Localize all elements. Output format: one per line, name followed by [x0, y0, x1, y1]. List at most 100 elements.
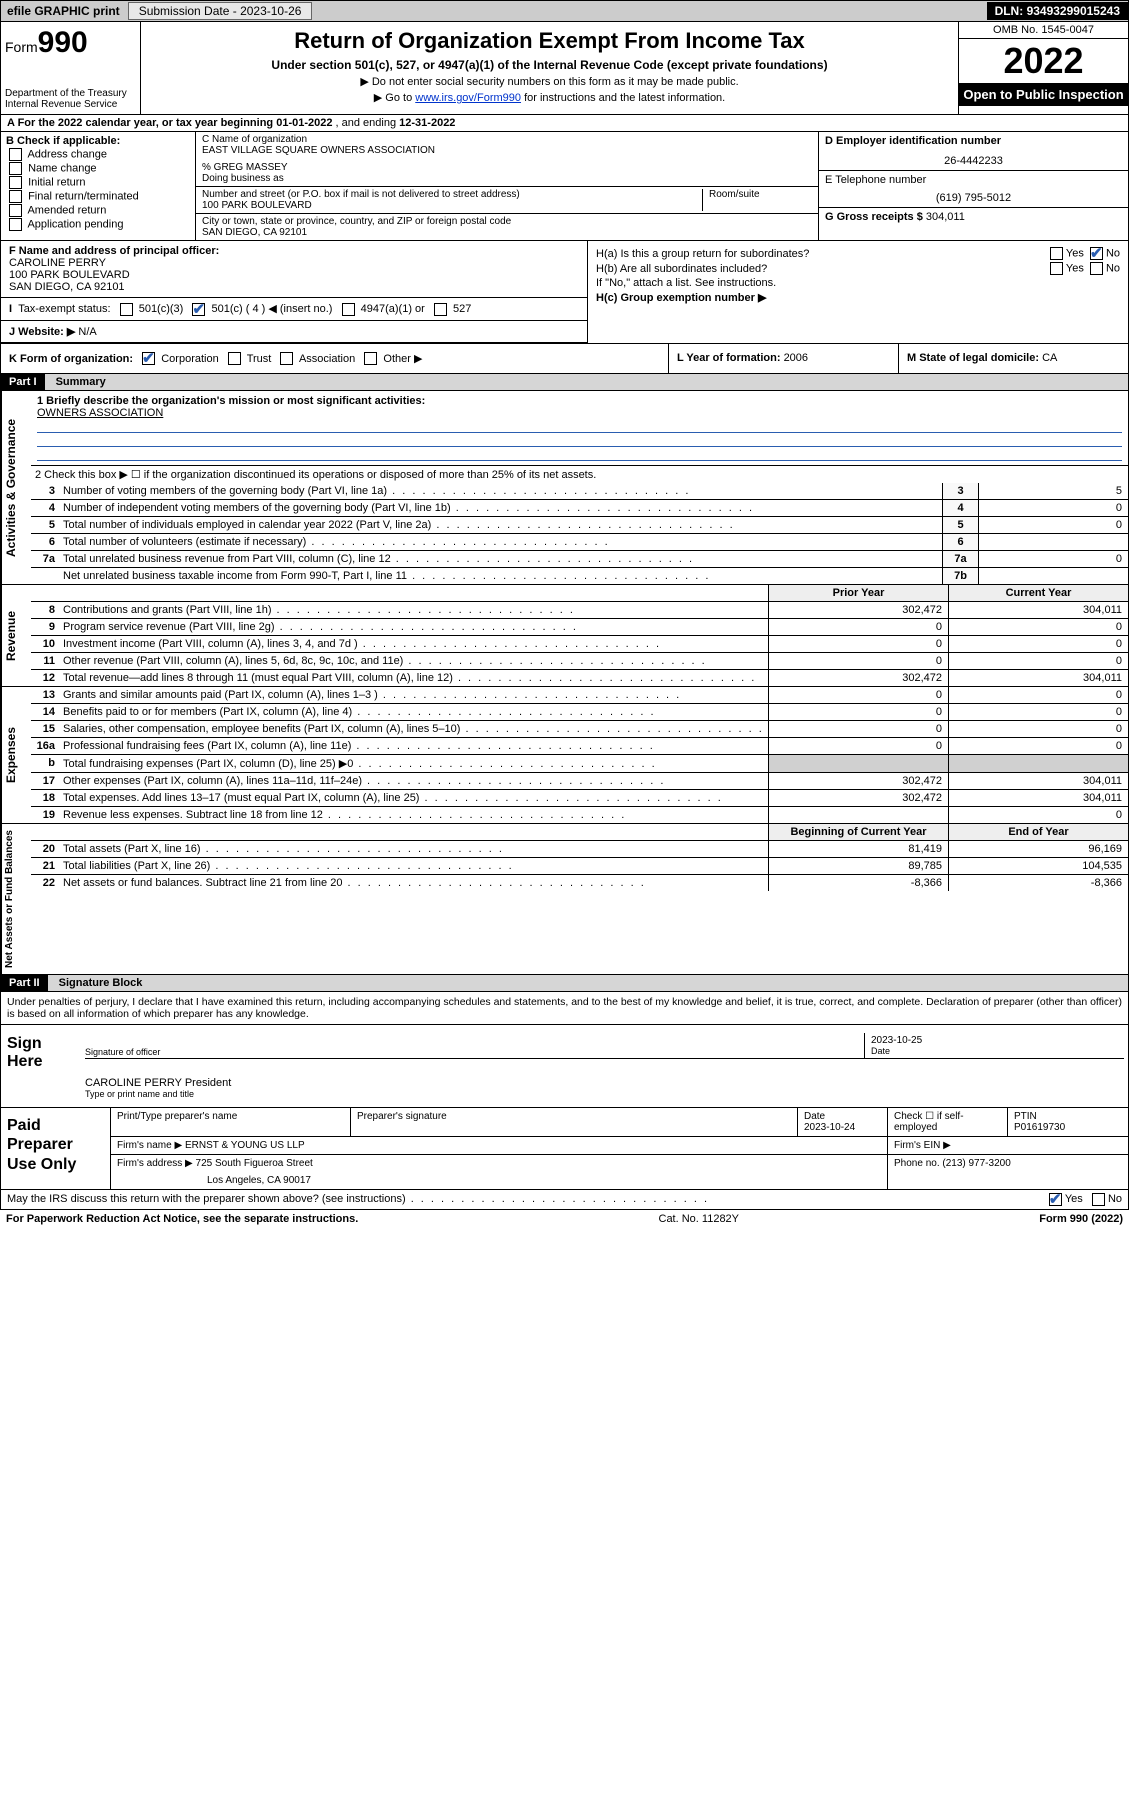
firm-phone: Phone no. (213) 977-3200 — [888, 1155, 1128, 1189]
gov-line-7a: 7aTotal unrelated business revenue from … — [31, 551, 1128, 568]
row-a-tax-year: A For the 2022 calendar year, or tax yea… — [0, 115, 1129, 132]
line-22: 22Net assets or fund balances. Subtract … — [31, 875, 1128, 891]
part2-label: Part II — [1, 975, 48, 991]
room-label: Room/suite — [702, 189, 812, 211]
chk-trust[interactable] — [228, 352, 241, 365]
net-header: Beginning of Current Year End of Year — [31, 824, 1128, 841]
sign-here-label: Sign Here — [1, 1025, 81, 1107]
rows-fijk-h: F Name and address of principal officer:… — [0, 241, 1129, 344]
care-of: % GREG MASSEY — [202, 162, 812, 173]
cat-no: Cat. No. 11282Y — [358, 1213, 1039, 1225]
gov-line-5: 5Total number of individuals employed in… — [31, 517, 1128, 534]
city-label: City or town, state or province, country… — [202, 216, 812, 227]
header-right: OMB No. 1545-0047 2022 Open to Public In… — [958, 22, 1128, 114]
tab-expenses: Expenses — [1, 687, 31, 823]
line1-mission: 1 Briefly describe the organization's mi… — [31, 391, 1128, 466]
org-name: EAST VILLAGE SQUARE OWNERS ASSOCIATION — [202, 145, 812, 156]
dept-treasury: Department of the Treasury Internal Reve… — [5, 88, 136, 110]
ha-label: H(a) Is this a group return for subordin… — [596, 248, 1047, 260]
col-b-check-applicable: B Check if applicable: Address change Na… — [1, 132, 196, 240]
chk-assoc[interactable] — [280, 352, 293, 365]
section-expenses: Expenses 13Grants and similar amounts pa… — [0, 687, 1129, 824]
group-return-block: H(a) Is this a group return for subordin… — [588, 241, 1128, 343]
chk-other[interactable] — [364, 352, 377, 365]
note-ssn: ▶ Do not enter social security numbers o… — [147, 75, 952, 88]
tax-exempt-status: I Tax-exempt status: 501(c)(3) 501(c) ( … — [1, 298, 587, 321]
paid-preparer-block: Paid Preparer Use Only Print/Type prepar… — [1, 1108, 1128, 1189]
line-10: 10Investment income (Part VIII, column (… — [31, 636, 1128, 653]
discuss-no[interactable] — [1092, 1193, 1105, 1206]
chk-address-change[interactable]: Address change — [6, 148, 190, 161]
note-goto: ▶ Go to www.irs.gov/Form990 for instruct… — [147, 91, 952, 104]
paid-preparer-label: Paid Preparer Use Only — [1, 1108, 111, 1189]
org-name-label: C Name of organization — [202, 134, 812, 145]
col-c-org-info: C Name of organization EAST VILLAGE SQUA… — [196, 132, 818, 240]
chk-corp[interactable] — [142, 352, 155, 365]
principal-officer: F Name and address of principal officer:… — [1, 241, 587, 298]
ein-block: D Employer identification number 26-4442… — [819, 132, 1128, 171]
section-revenue: Revenue Prior Year Current Year 8Contrib… — [0, 585, 1129, 687]
row-klm: K Form of organization: Corporation Trus… — [0, 344, 1129, 375]
form-header: Form990 Department of the Treasury Inter… — [0, 22, 1129, 115]
line2-discontinued: 2 Check this box ▶ ☐ if the organization… — [31, 466, 1128, 483]
penalty-statement: Under penalties of perjury, I declare th… — [1, 992, 1128, 1025]
form-subtitle: Under section 501(c), 527, or 4947(a)(1)… — [147, 58, 952, 72]
phone-value: (619) 795-5012 — [825, 192, 1122, 204]
chk-4947[interactable] — [342, 303, 355, 316]
chk-amended-return[interactable]: Amended return — [6, 204, 190, 217]
chk-initial-return[interactable]: Initial return — [6, 176, 190, 189]
line-15: 15Salaries, other compensation, employee… — [31, 721, 1128, 738]
header-title-block: Return of Organization Exempt From Incom… — [141, 22, 958, 114]
tab-governance: Activities & Governance — [1, 391, 31, 584]
hb-label: H(b) Are all subordinates included? — [596, 263, 1047, 275]
discuss-row: May the IRS discuss this return with the… — [0, 1190, 1129, 1210]
chk-501c[interactable] — [192, 303, 205, 316]
tax-year: 2022 — [959, 39, 1128, 83]
efile-label: efile GRAPHIC print — [1, 4, 126, 18]
ha-no[interactable] — [1090, 247, 1103, 260]
chk-application-pending[interactable]: Application pending — [6, 218, 190, 231]
sig-officer-line[interactable]: Signature of officer — [85, 1033, 864, 1058]
line-19: 19Revenue less expenses. Subtract line 1… — [31, 807, 1128, 823]
sign-here-row: Sign Here Signature of officer 2023-10-2… — [1, 1025, 1128, 1108]
line-21: 21Total liabilities (Part X, line 26)89,… — [31, 858, 1128, 875]
chk-527[interactable] — [434, 303, 447, 316]
gov-line-3: 3Number of voting members of the governi… — [31, 483, 1128, 500]
header-left: Form990 Department of the Treasury Inter… — [1, 22, 141, 114]
submission-date-btn[interactable]: Submission Date - 2023-10-26 — [128, 2, 313, 20]
header-info-grid: B Check if applicable: Address change Na… — [0, 132, 1129, 241]
year-formation: L Year of formation: 2006 — [668, 344, 898, 374]
chk-final-return[interactable]: Final return/terminated — [6, 190, 190, 203]
self-employed-chk[interactable]: Check ☐ if self-employed — [888, 1108, 1008, 1136]
sig-date-cell: 2023-10-25 Date — [864, 1033, 1124, 1058]
mission-text: OWNERS ASSOCIATION — [37, 407, 1122, 419]
part1-label: Part I — [1, 374, 45, 390]
hb-no[interactable] — [1090, 262, 1103, 275]
hc-label: H(c) Group exemption number ▶ — [596, 292, 766, 304]
form-title: Return of Organization Exempt From Incom… — [147, 28, 952, 54]
ha-yes[interactable] — [1050, 247, 1063, 260]
hb-note: If "No," attach a list. See instructions… — [596, 277, 1120, 289]
open-public-badge: Open to Public Inspection — [959, 83, 1128, 106]
irs-link[interactable]: www.irs.gov/Form990 — [415, 92, 521, 104]
gov-line-4: 4Number of independent voting members of… — [31, 500, 1128, 517]
preparer-name-hdr: Print/Type preparer's name — [111, 1108, 351, 1136]
chk-501c3[interactable] — [120, 303, 133, 316]
dba-label: Doing business as — [202, 173, 812, 184]
form-990-number: 990 — [38, 26, 88, 59]
preparer-sig-hdr: Preparer's signature — [351, 1108, 798, 1136]
chk-name-change[interactable]: Name change — [6, 162, 190, 175]
line-11: 11Other revenue (Part VIII, column (A), … — [31, 653, 1128, 670]
discuss-yes[interactable] — [1049, 1193, 1062, 1206]
line-17: 17Other expenses (Part IX, column (A), l… — [31, 773, 1128, 790]
gross-receipts: G Gross receipts $ 304,011 — [819, 208, 1128, 226]
part1-bar: Part I Summary — [0, 374, 1129, 391]
form-label: Form — [5, 39, 38, 55]
hb-yes[interactable] — [1050, 262, 1063, 275]
firm-ein: Firm's EIN ▶ — [888, 1137, 1128, 1154]
line-13: 13Grants and similar amounts paid (Part … — [31, 687, 1128, 704]
line-18: 18Total expenses. Add lines 13–17 (must … — [31, 790, 1128, 807]
part2-title: Signature Block — [51, 975, 151, 991]
state-domicile: M State of legal domicile: CA — [898, 344, 1128, 374]
phone-block: E Telephone number (619) 795-5012 — [819, 171, 1128, 208]
